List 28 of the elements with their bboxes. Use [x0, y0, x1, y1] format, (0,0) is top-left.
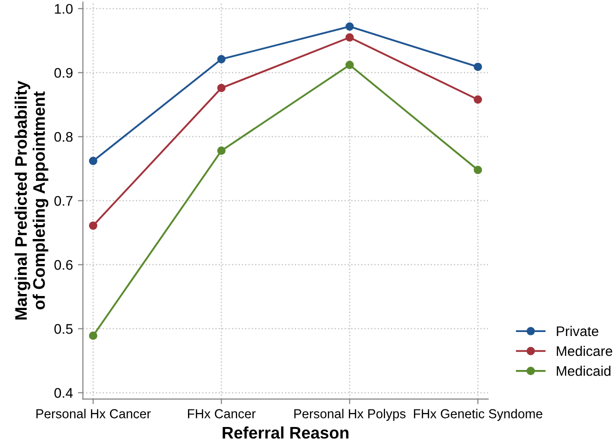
legend-label: Private [556, 326, 598, 336]
legend-label: Medicaid [556, 366, 610, 376]
y-axis-title: Marginal Predicted Probability of Completing Appointment [14, 80, 48, 320]
x-tick-label: FHx Genetic Syndome [414, 408, 542, 421]
legend-label: Medicare [556, 346, 612, 356]
y-tick-label: 0.5 [54, 324, 73, 334]
point [345, 60, 354, 70]
y-tick-label: 0.9 [54, 68, 73, 78]
point [474, 95, 482, 104]
x-tick-label: Personal Hx Polyps [294, 408, 406, 421]
y-tick-label: 0.7 [54, 196, 72, 206]
x-axis-title: Referral Reason [222, 426, 348, 439]
y-tick-label: 0.6 [54, 260, 73, 270]
point [88, 221, 98, 230]
y-tick-label: 0.8 [54, 132, 73, 142]
point [217, 146, 226, 155]
point [345, 33, 354, 42]
y-tick-label: 0.4 [54, 388, 73, 398]
x-tick-label: FHx Cancer [188, 409, 256, 418]
x-tick-label: Personal Hx Cancer [36, 408, 151, 418]
point [217, 55, 226, 64]
point [217, 84, 226, 92]
point [88, 156, 98, 166]
y-tick-label: 1.0 [54, 4, 73, 14]
point [474, 166, 482, 174]
point [345, 22, 354, 31]
point [474, 62, 482, 72]
point [88, 332, 98, 340]
